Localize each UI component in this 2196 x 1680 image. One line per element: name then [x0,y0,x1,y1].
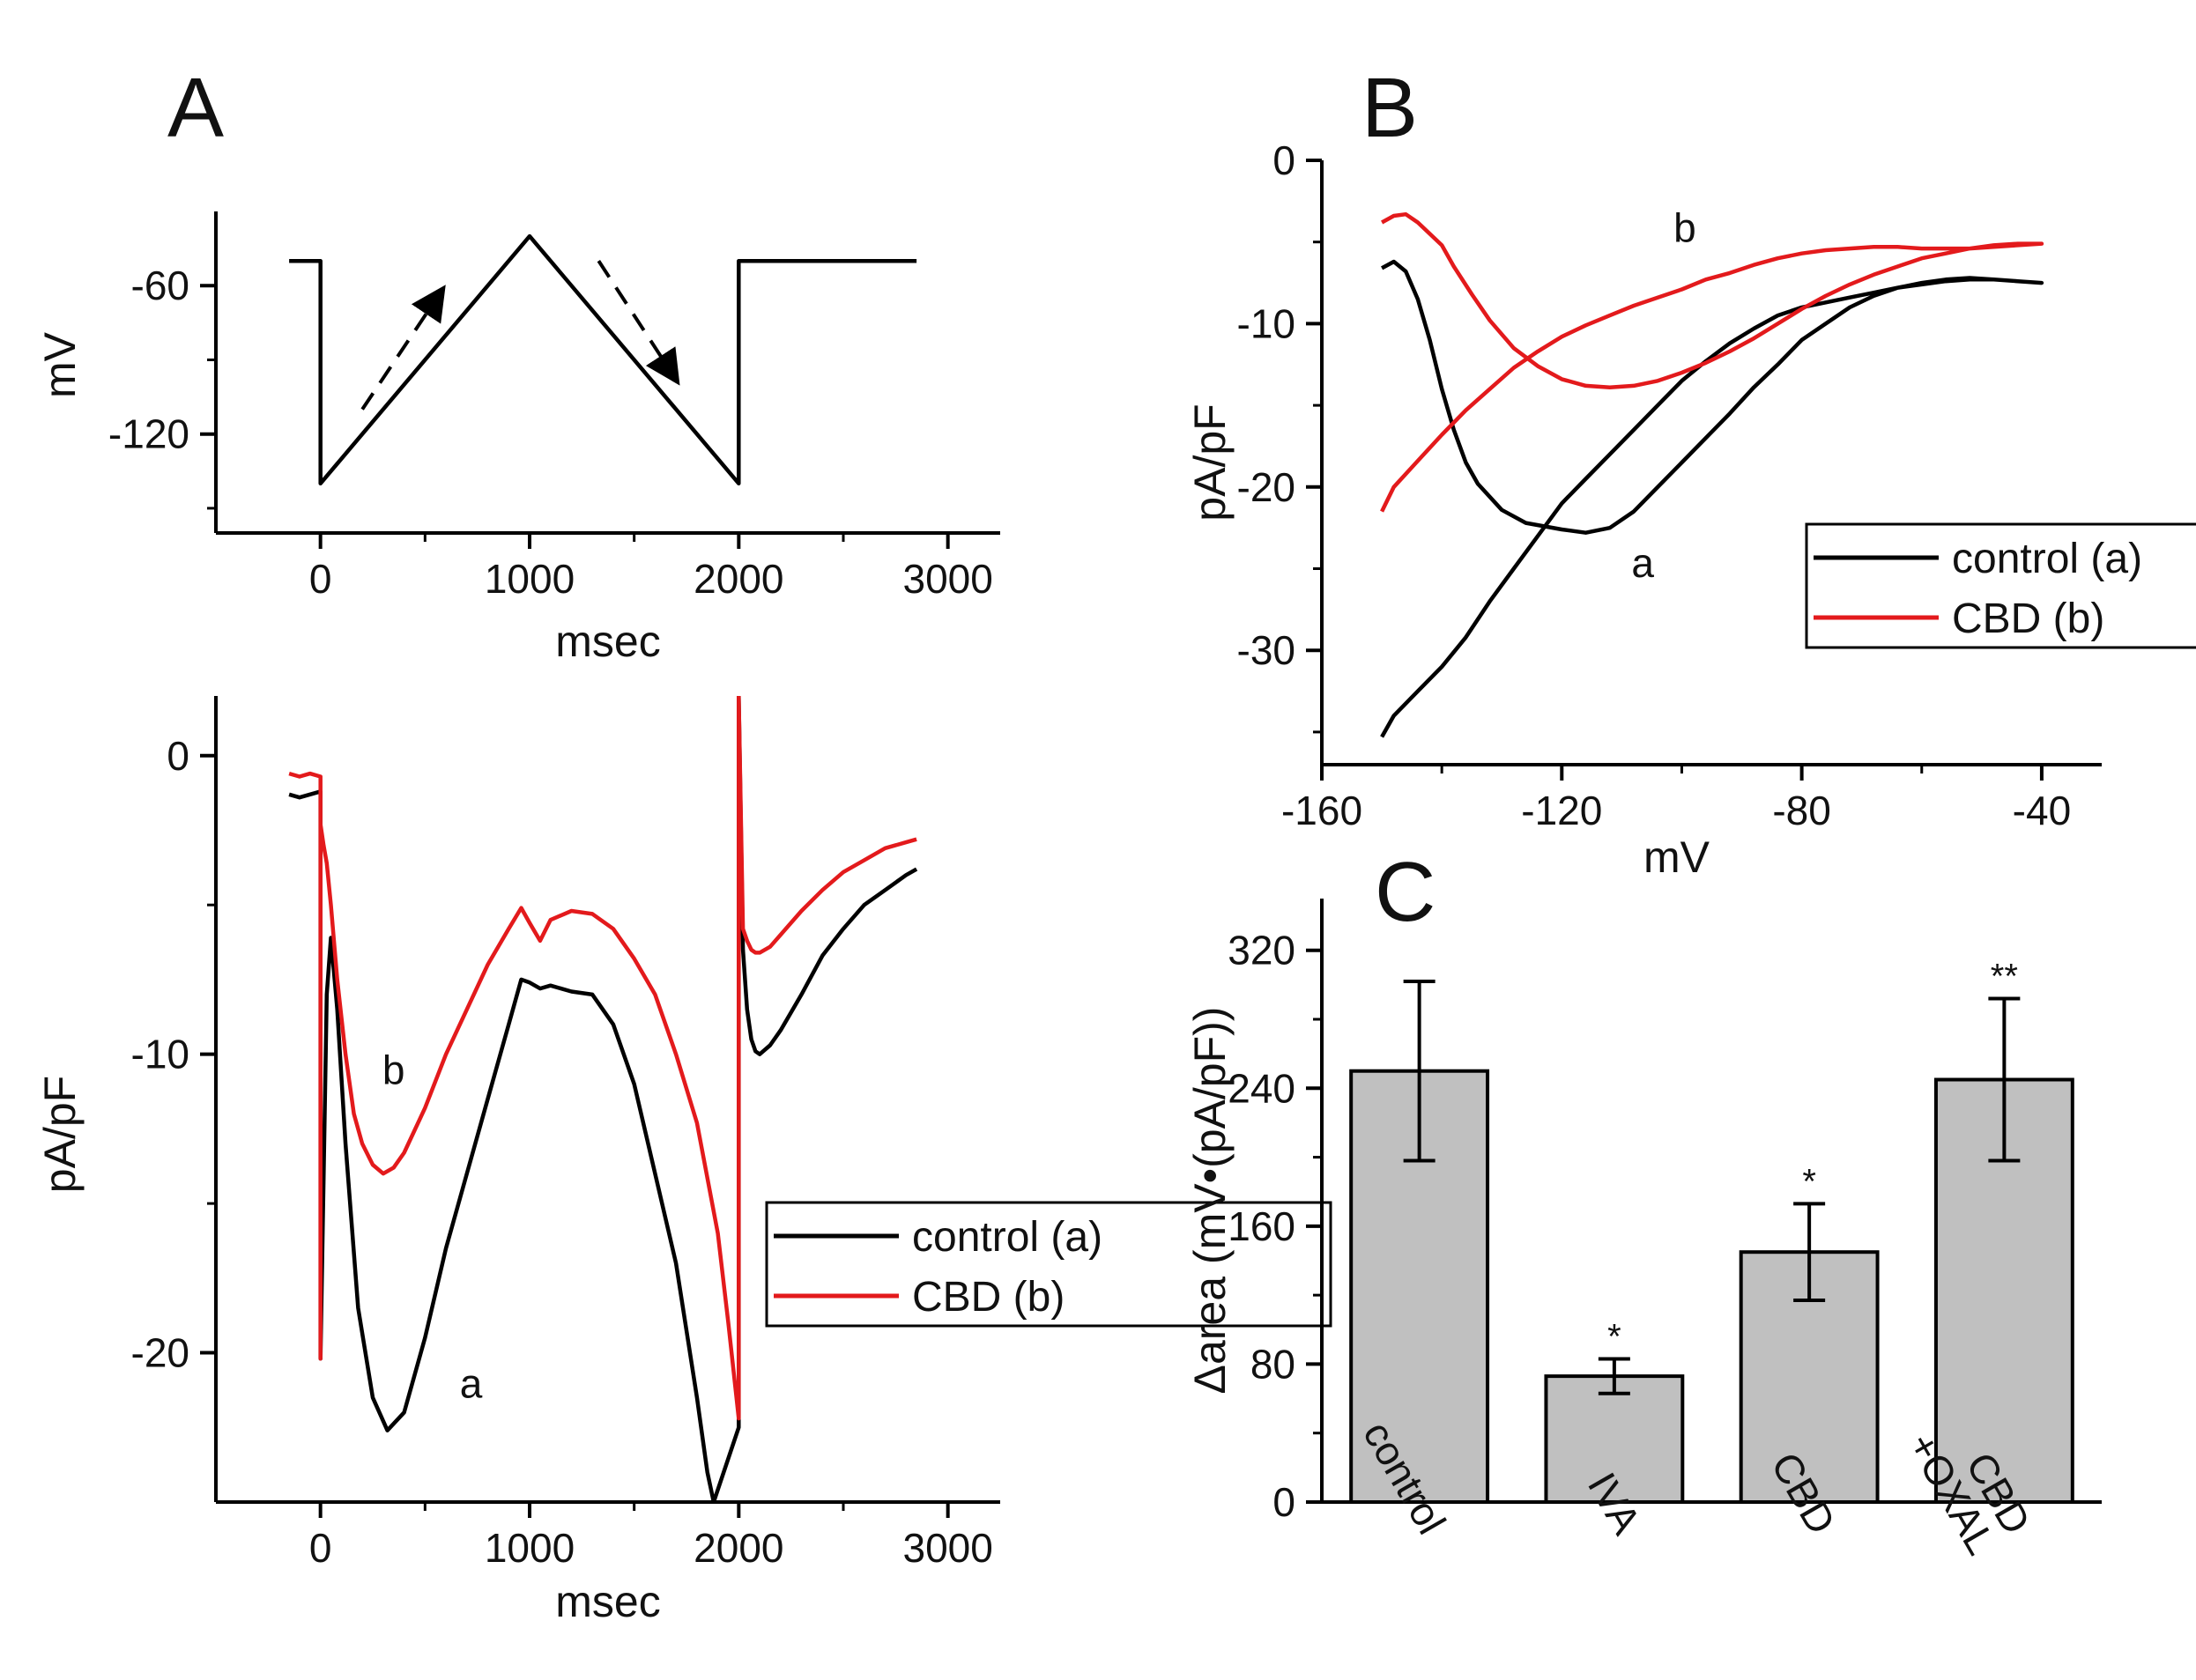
panel-b-trace-label-b: b [1673,205,1696,251]
panel-b-legend: control (a) CBD (b) [1805,522,2196,649]
panel-b-y-tick-label: 0 [1272,137,1295,183]
panel-a-bottom-series-a [288,696,918,1502]
panel-c-y-tick-label: 320 [1228,928,1295,973]
panel-b-series-a [1380,259,2044,738]
panel-a-top-y-tick-label: -60 [131,263,189,308]
panel-a-bottom-trace-label-a: a [460,1360,483,1406]
panel-a-bottom-y-tick-label: 0 [167,733,189,779]
panel-c-y-tick-label: 240 [1228,1065,1295,1111]
panel-a-bottom-series-b [288,696,917,1421]
dashed-arrow [597,260,680,386]
panel-a-top-x-tick-label: 1000 [485,556,575,602]
panel-a-bottom-y-tick-label: -10 [131,1032,189,1077]
panel-b-x-tick-label: -120 [1521,788,1602,833]
panel-label-a: A [167,61,224,155]
panel-a-bottom-y-tick-label: -20 [131,1330,189,1376]
panel-a-bottom-axes: 0 1000 2000 3000 0 -10 -20 [131,696,1000,1571]
panel-a-bottom-legend-label: control (a) [912,1214,1102,1261]
panel-c-y-tick-label: 80 [1250,1341,1295,1387]
significance-marker: ** [1991,958,2018,996]
panel-b-y-title: pA/pF [1185,403,1235,521]
panel-a-top-y-title: mV [35,331,85,398]
panel-a-bottom-legend-label: CBD (b) [912,1274,1065,1321]
panel-b-x-tick-label: -80 [1772,788,1830,833]
panel-label-c: C [1375,845,1436,939]
panel-a-top-x-title: msec [555,617,660,666]
panel-b-y-tick-label: -20 [1237,464,1295,510]
panel-a-bottom-y-title: pA/pF [35,1076,85,1193]
significance-marker: * [1607,1318,1621,1357]
panel-b-x-tick-label: -160 [1281,788,1362,833]
panel-a-top-x-tick-label: 2000 [694,556,783,602]
significance-marker: * [1802,1162,1816,1201]
panel-c-y-tick-label: 0 [1272,1479,1295,1525]
panel-a-top-x-tick-label: 3000 [902,556,992,602]
panel-a-top-y-tick-label: -120 [108,411,189,457]
panel-b-legend-label: control (a) [1952,536,2142,582]
panel-c-y-title: Δarea (mV•(pA/pF)) [1185,1007,1235,1395]
panel-b-x-tick-label: -40 [2013,788,2071,833]
panel-c-y-tick-label: 160 [1228,1203,1295,1249]
panel-a-bottom-x-tick-label: 0 [309,1525,332,1571]
panel-a-bottom-plot-area [288,696,918,1502]
panel-a-bottom-x-title: msec [555,1577,660,1626]
panel-a-top-series-a [289,233,917,486]
panel-b-trace-label-a: a [1631,540,1654,586]
panel-a-top-x-tick-label: 0 [309,556,332,602]
panel-b-legend-box [1805,522,2196,649]
panel-b-legend-label: CBD (b) [1952,596,2104,642]
panel-a-bottom-x-tick-label: 2000 [694,1525,783,1571]
panel-b-y-tick-label: -10 [1237,300,1295,346]
panel-a-bottom-trace-label-b: b [382,1047,405,1093]
panel-label-b: B [1361,61,1418,155]
panel-a-bottom-x-tick-label: 1000 [485,1525,575,1571]
panel-b-y-tick-label: -30 [1237,627,1295,673]
panel-a-top-axes: 0 1000 2000 3000 -60 -120 [108,211,1000,602]
panel-b-series-b [1380,211,2044,513]
panel-b-axes: -160 -120 -80 -40 0 -10 -20 -30 [1237,137,2102,833]
dashed-arrow [360,285,446,411]
panel-a-bottom-legend-box [765,1201,1332,1328]
bar-iva [1544,1374,1685,1504]
panel-a-bottom-legend: control (a) CBD (b) [765,1201,1332,1328]
panel-a-bottom-x-tick-label: 3000 [902,1525,992,1571]
panel-b-x-title: mV [1643,833,1710,882]
